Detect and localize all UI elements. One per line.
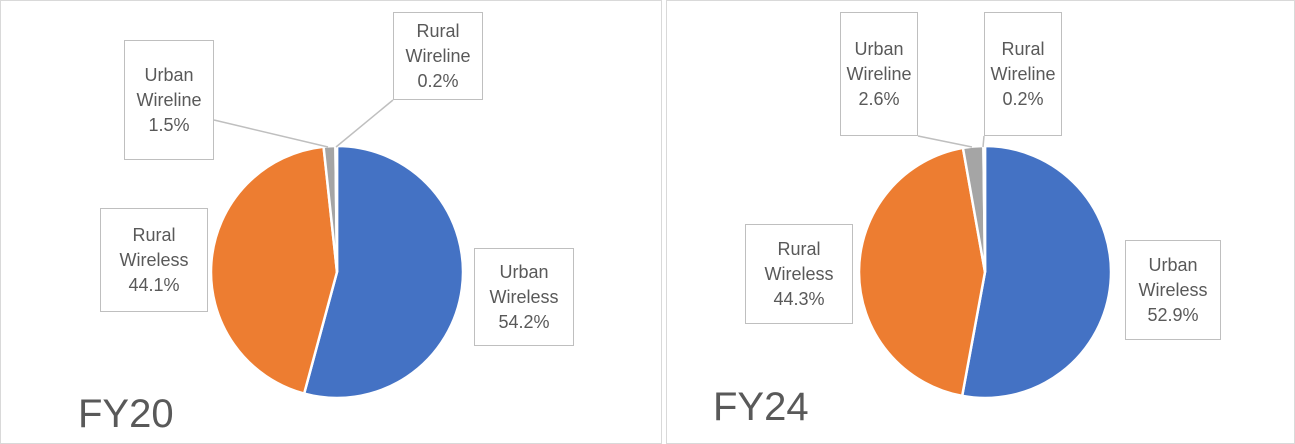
pie-slice	[334, 144, 339, 273]
leader-line	[982, 135, 985, 148]
value-label: 44.1%	[128, 274, 180, 295]
data-label: Rural Wireline 0.2%	[984, 12, 1062, 136]
data-label: Rural Wireless 44.1%	[100, 208, 208, 312]
chart-title: FY24	[713, 385, 809, 429]
chart-title: FY20	[78, 392, 174, 436]
category-label: Urban Wireline	[136, 64, 202, 110]
pie-slice	[960, 144, 1113, 400]
leader-line	[917, 135, 973, 148]
value-label: 52.9%	[1147, 304, 1199, 325]
category-label: Urban Wireline	[846, 38, 912, 84]
data-label: Urban Wireline 2.6%	[840, 12, 918, 136]
pie-slice	[302, 144, 465, 400]
category-label: Urban Wireless	[489, 261, 559, 307]
value-label: 54.2%	[498, 311, 550, 332]
data-label: Urban Wireless 54.2%	[474, 248, 574, 346]
pie-slice	[857, 146, 987, 398]
data-label: Rural Wireless 44.3%	[745, 224, 853, 324]
value-label: 0.2%	[417, 70, 459, 91]
pie-slice	[982, 144, 987, 273]
data-label: Rural Wireline 0.2%	[393, 12, 483, 100]
value-label: 2.6%	[858, 88, 900, 109]
category-label: Urban Wireless	[1138, 254, 1208, 300]
value-label: 44.3%	[773, 288, 825, 309]
data-label: Urban Wireless 52.9%	[1125, 240, 1221, 340]
leader-line	[213, 119, 329, 148]
pie-slice	[209, 145, 339, 396]
value-label: 0.2%	[1002, 88, 1044, 109]
category-label: Rural Wireless	[119, 224, 189, 270]
leader-line	[335, 99, 394, 148]
category-label: Rural Wireless	[764, 238, 834, 284]
category-label: Rural Wireline	[990, 38, 1056, 84]
data-label: Urban Wireline 1.5%	[124, 40, 214, 160]
value-label: 1.5%	[148, 114, 190, 135]
category-label: Rural Wireline	[405, 20, 471, 66]
